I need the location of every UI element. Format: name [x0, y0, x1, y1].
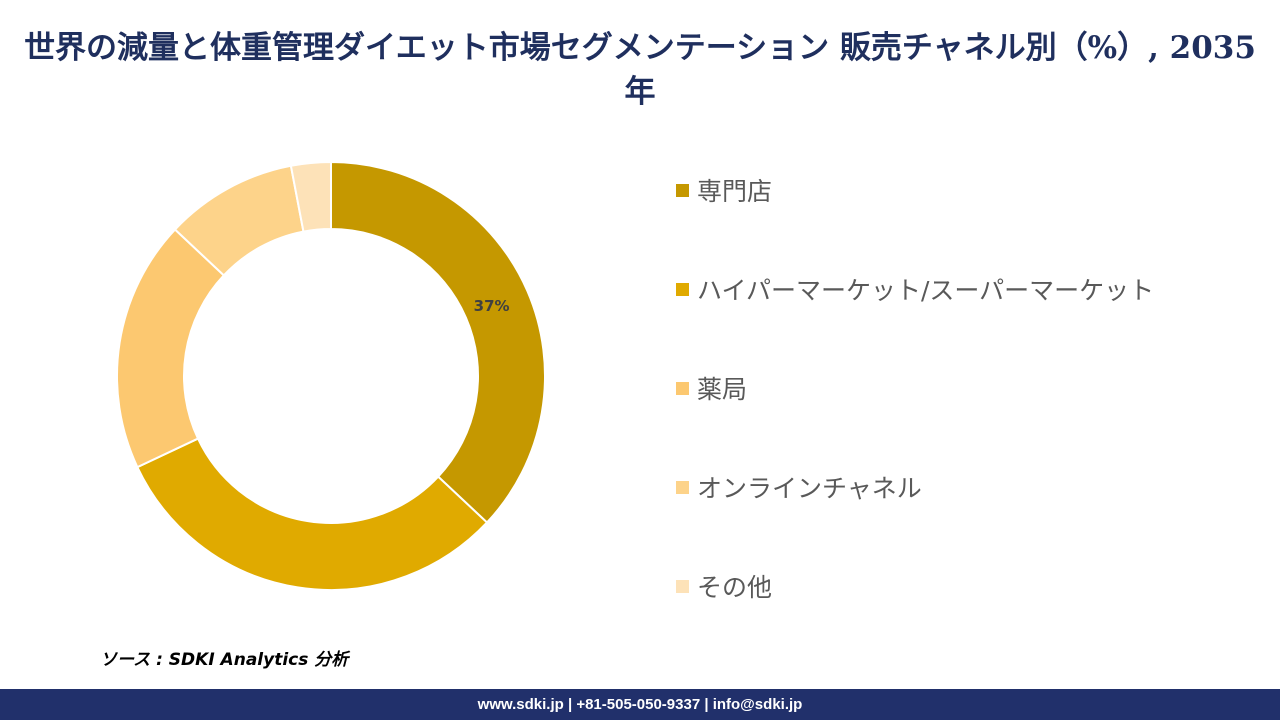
source-note: ソース : SDKI Analytics 分析	[100, 650, 349, 670]
legend-swatch-5	[676, 579, 689, 593]
legend-label-3: 薬局	[697, 375, 748, 404]
legend-swatch-4	[676, 480, 689, 494]
legend-label-5: その他	[697, 573, 773, 602]
legend-swatch-1	[676, 183, 689, 197]
legend-label-4: オンラインチャネル	[697, 474, 922, 503]
data-label-1: 37%	[474, 297, 510, 315]
legend-item-2: ハイパーマーケット/スーパーマーケット	[676, 271, 1154, 307]
donut-slice-5	[289, 160, 332, 233]
donut-slice-3	[116, 228, 226, 469]
legend-item-4: オンラインチャネル	[676, 469, 922, 505]
footer-bar: www.sdki.jp | +81-505-050-9337 | info@sd…	[0, 689, 1280, 720]
legend-label-2: ハイパーマーケット/スーパーマーケット	[697, 276, 1155, 305]
legend-item-1: 専門店	[676, 172, 772, 208]
legend-label-1: 専門店	[697, 177, 773, 206]
donut-slice-2	[136, 437, 489, 591]
legend-swatch-3	[676, 381, 689, 395]
legend-item-3: 薬局	[676, 370, 747, 406]
legend-swatch-2	[676, 282, 689, 296]
chart-title: 世界の減量と体重管理ダイエット市場セグメンテーション 販売チャネル別（%）, 2…	[24, 30, 1256, 110]
footer-contact: www.sdki.jp | +81-505-050-9337 | info@sd…	[477, 696, 803, 713]
legend-item-5: その他	[676, 568, 772, 604]
donut-slice-1	[330, 160, 546, 524]
